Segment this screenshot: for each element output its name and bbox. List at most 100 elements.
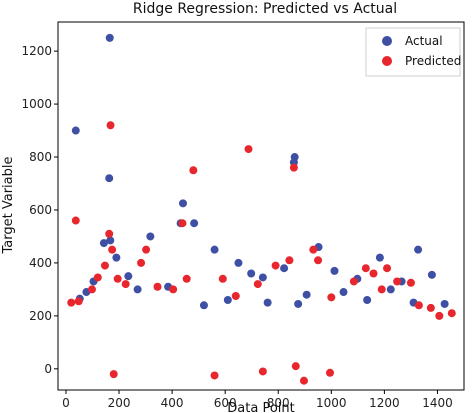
predicted-point xyxy=(189,166,198,175)
y-tick-label: 200 xyxy=(29,309,52,323)
plot-frame xyxy=(57,21,465,391)
actual-point xyxy=(386,285,395,294)
actual-series xyxy=(71,33,449,310)
x-tick-label: 1200 xyxy=(369,396,400,410)
actual-point xyxy=(99,239,108,248)
actual-point xyxy=(247,269,256,278)
predicted-point xyxy=(142,245,151,254)
predicted-point xyxy=(137,258,146,267)
actual-point xyxy=(178,199,187,208)
predicted-point xyxy=(349,277,358,286)
actual-point xyxy=(71,126,80,135)
predicted-point xyxy=(426,303,435,312)
actual-point xyxy=(263,298,272,307)
x-tick-label: 1400 xyxy=(422,396,453,410)
x-tick-label: 600 xyxy=(214,396,237,410)
y-tick-label: 800 xyxy=(29,150,52,164)
actual-point xyxy=(330,266,339,275)
predicted-point xyxy=(327,293,336,302)
predicted-point xyxy=(74,297,83,306)
x-tick-label: 1000 xyxy=(316,396,347,410)
predicted-point xyxy=(291,362,300,371)
predicted-point xyxy=(244,145,253,154)
chart-title: Ridge Regression: Predicted vs Actual xyxy=(133,1,397,17)
predicted-point xyxy=(361,264,370,273)
predicted-point xyxy=(406,278,415,287)
actual-point xyxy=(112,253,121,262)
x-axis-label: Data Point xyxy=(227,401,294,413)
legend-box xyxy=(365,27,461,77)
actual-point xyxy=(223,295,232,304)
y-tick-label: 600 xyxy=(29,203,52,217)
actual-point xyxy=(414,245,423,254)
actual-point xyxy=(339,288,348,297)
predicted-point xyxy=(369,269,378,278)
predicted-point xyxy=(314,256,323,265)
predicted-point xyxy=(383,264,392,273)
predicted-point xyxy=(253,280,262,289)
legend-actual-label: Actual xyxy=(405,34,443,48)
chart-legend: Actual Predicted xyxy=(365,27,461,77)
predicted-point xyxy=(100,261,109,270)
predicted-point xyxy=(447,309,456,318)
predicted-point xyxy=(414,301,423,310)
y-tick-label: 1200 xyxy=(21,44,52,58)
actual-point xyxy=(133,285,142,294)
predicted-point xyxy=(377,285,386,294)
actual-point xyxy=(234,258,243,267)
predicted-point xyxy=(67,298,76,307)
plot-area: 0 200 400 600 800 1000 1200 1400 0 200 400 600 800 1… xyxy=(21,21,465,410)
predicted-point xyxy=(309,245,318,254)
y-tick-label: 400 xyxy=(29,256,52,270)
actual-point xyxy=(146,232,155,241)
actual-point xyxy=(280,264,289,273)
y-axis-ticks: 0 200 400 600 800 1000 1200 xyxy=(21,44,58,376)
predicted-point xyxy=(153,282,162,291)
predicted-point xyxy=(299,376,308,385)
actual-point xyxy=(440,299,449,308)
actual-point xyxy=(210,245,219,254)
predicted-point xyxy=(106,121,115,130)
actual-point xyxy=(105,33,114,42)
x-tick-label: 0 xyxy=(62,396,70,410)
predicted-point xyxy=(285,256,294,265)
actual-point xyxy=(375,253,384,262)
predicted-point xyxy=(258,367,267,376)
predicted-point xyxy=(105,229,114,238)
predicted-point xyxy=(393,277,402,286)
predicted-point xyxy=(71,216,80,225)
actual-point xyxy=(258,273,267,282)
actual-point xyxy=(427,270,436,279)
actual-point xyxy=(124,272,133,281)
predicted-point xyxy=(93,273,102,282)
y-axis-label: Target Variable xyxy=(1,157,16,255)
actual-point xyxy=(199,301,208,310)
actual-point xyxy=(290,153,299,162)
legend-predicted-label: Predicted xyxy=(405,54,461,68)
predicted-point xyxy=(108,245,117,254)
predicted-point xyxy=(113,274,122,283)
actual-point xyxy=(294,299,303,308)
actual-point xyxy=(105,174,114,183)
data-points xyxy=(67,33,456,385)
predicted-point xyxy=(182,274,191,283)
predicted-point xyxy=(87,285,96,294)
actual-point xyxy=(190,219,199,228)
predicted-point xyxy=(109,370,118,379)
predicted-point xyxy=(121,280,130,289)
predicted-point xyxy=(231,292,240,301)
predicted-point xyxy=(289,163,298,172)
predicted-point xyxy=(271,261,280,270)
x-tick-label: 200 xyxy=(108,396,131,410)
predicted-point xyxy=(325,368,334,377)
legend-predicted-marker xyxy=(382,56,392,66)
actual-point xyxy=(106,236,115,245)
predicted-point xyxy=(435,311,444,320)
x-tick-label: 800 xyxy=(267,396,290,410)
y-tick-label: 0 xyxy=(44,362,52,376)
predicted-point xyxy=(169,285,178,294)
legend-actual-marker xyxy=(382,36,392,46)
predicted-series xyxy=(67,121,456,385)
